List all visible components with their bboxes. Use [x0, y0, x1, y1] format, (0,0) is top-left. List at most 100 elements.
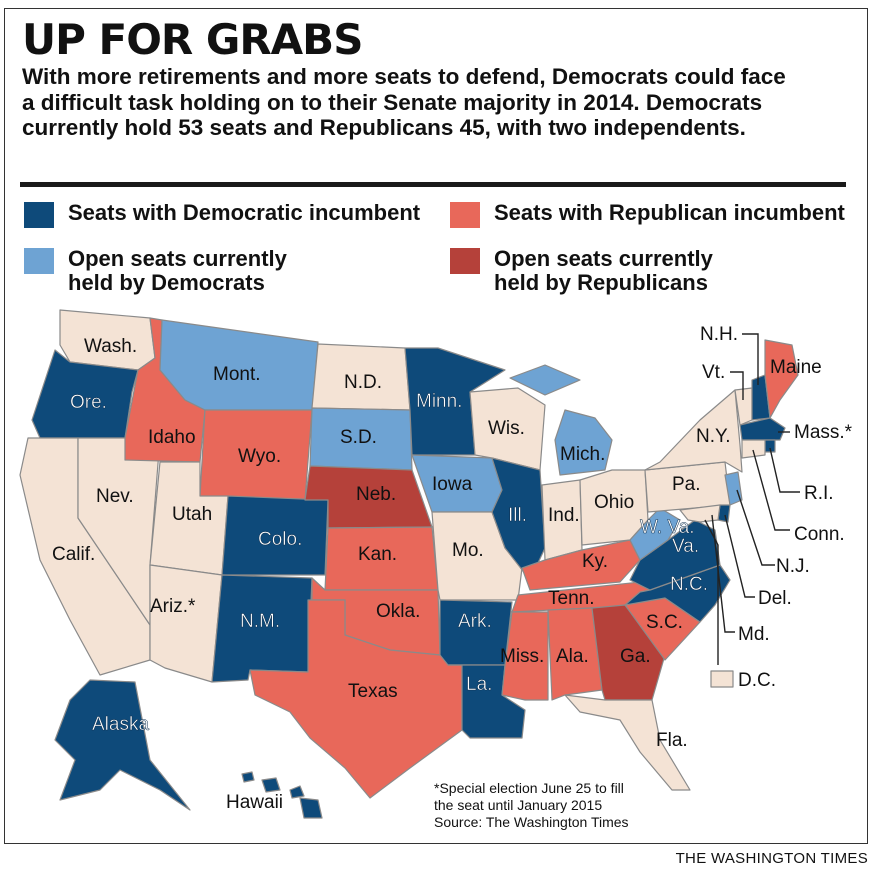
label-ariz: Ariz.* — [150, 596, 196, 617]
state-hawaii-1 — [241, 771, 255, 783]
label-fla: Fla. — [656, 730, 688, 751]
label-ind: Ind. — [548, 505, 580, 526]
state-mich-up — [509, 364, 581, 396]
legend-label-rep-incumbent: Seats with Republican incumbent — [494, 200, 845, 225]
label-utah: Utah — [172, 504, 212, 525]
label-neb: Neb. — [356, 484, 396, 505]
leader-line-del — [724, 514, 755, 598]
label-ky: Ky. — [582, 551, 608, 572]
label-nm: N.M. — [240, 611, 280, 632]
label-ark: Ark. — [458, 611, 492, 632]
label-alaska: Alaska — [92, 714, 149, 735]
leader-line-nh — [742, 333, 759, 385]
state-fla — [564, 694, 691, 791]
state-ore — [31, 349, 139, 439]
label-nj: N.J. — [776, 556, 810, 577]
state-colo — [221, 495, 329, 576]
state-ariz — [149, 564, 223, 683]
label-calif: Calif. — [52, 544, 95, 565]
label-wv: W. Va. — [640, 517, 695, 538]
leader-line-dc — [704, 519, 719, 665]
state-hawaii-3 — [289, 785, 305, 799]
legend-swatch-rep-incumbent — [450, 202, 480, 228]
label-pa: Pa. — [672, 474, 701, 495]
label-ri: R.I. — [804, 483, 834, 504]
label-nc: N.C. — [670, 574, 708, 595]
footnote: *Special election June 25 to fill the se… — [434, 780, 629, 831]
label-okla: Okla. — [376, 601, 420, 622]
legend-swatch-dem-open — [24, 248, 54, 274]
leader-line-ri — [769, 447, 800, 493]
label-nev: Nev. — [96, 486, 134, 507]
state-nj — [724, 471, 743, 506]
divider-rule — [20, 182, 846, 187]
state-conn — [741, 439, 766, 459]
label-del: Del. — [758, 588, 792, 609]
label-dc: D.C. — [738, 670, 776, 691]
source-line: Source: The Washington Times — [434, 814, 629, 830]
legend-label-rep-open: Open seats currently held by Republicans — [494, 246, 713, 295]
label-iowa: Iowa — [432, 474, 473, 495]
label-kan: Kan. — [358, 544, 397, 565]
legend-item-rep-open: Open seats currently held by Republicans — [450, 247, 734, 295]
state-ill — [491, 457, 546, 581]
state-ny — [644, 389, 743, 473]
state-wv — [629, 507, 681, 561]
state-hawaii-4 — [299, 797, 323, 819]
label-ny: N.Y. — [696, 426, 731, 447]
legend-swatch-rep-open — [450, 248, 480, 274]
label-wash: Wash. — [84, 336, 137, 357]
state-texas — [249, 599, 463, 799]
label-vt: Vt. — [702, 362, 725, 383]
label-idaho: Idaho — [148, 427, 196, 448]
label-la: La. — [466, 674, 492, 695]
label-mont: Mont. — [213, 364, 261, 385]
state-nc — [624, 564, 731, 623]
state-mass — [739, 417, 786, 441]
label-texas: Texas — [348, 681, 398, 702]
footnote-line-2: the seat until January 2015 — [434, 797, 603, 813]
state-alaska — [54, 679, 191, 811]
leader-line-md — [711, 514, 735, 633]
label-mass: Mass.* — [794, 422, 853, 443]
state-mich — [554, 409, 613, 476]
label-wis: Wis. — [488, 418, 525, 439]
leader-line-conn — [752, 449, 790, 531]
label-miss: Miss. — [500, 646, 544, 667]
label-sd: S.D. — [340, 427, 377, 448]
label-colo: Colo. — [258, 529, 302, 550]
label-ore: Ore. — [70, 392, 107, 413]
graphic-frame — [4, 8, 868, 844]
label-mo: Mo. — [452, 540, 484, 561]
state-ala — [547, 607, 603, 701]
label-ga: Ga. — [620, 646, 651, 667]
headline: UP FOR GRABS — [22, 15, 363, 64]
state-hawaii-2 — [261, 777, 281, 793]
label-nd: N.D. — [344, 372, 382, 393]
label-tenn: Tenn. — [548, 588, 594, 609]
footnote-line-1: *Special election June 25 to fill — [434, 780, 624, 796]
label-conn: Conn. — [794, 524, 845, 545]
label-va: Va. — [672, 536, 699, 557]
leader-line-vt — [730, 371, 744, 400]
dek-text: With more retirements and more seats to … — [22, 64, 786, 140]
legend-item-dem-open: Open seats currently held by Democrats — [24, 247, 308, 295]
publisher-credit: THE WASHINGTON TIMES — [675, 850, 868, 867]
label-md: Md. — [738, 624, 770, 645]
legend-item-dem-incumbent: Seats with Democratic incumbent — [24, 201, 420, 228]
legend-item-rep-incumbent: Seats with Republican incumbent — [450, 201, 845, 228]
label-ala: Ala. — [556, 646, 589, 667]
label-minn: Minn. — [416, 391, 462, 412]
state-dc — [710, 670, 734, 688]
label-hawaii: Hawaii — [226, 792, 283, 813]
label-sc: S.C. — [646, 612, 683, 633]
leader-line-nj — [736, 489, 775, 566]
state-md — [679, 504, 721, 523]
legend-label-dem-open: Open seats currently held by Democrats — [68, 246, 287, 295]
state-maine — [764, 339, 799, 419]
legend-label-dem-incumbent: Seats with Democratic incumbent — [68, 200, 421, 225]
label-mich: Mich. — [560, 444, 605, 465]
label-nh: N.H. — [700, 324, 738, 345]
label-ohio: Ohio — [594, 492, 634, 513]
